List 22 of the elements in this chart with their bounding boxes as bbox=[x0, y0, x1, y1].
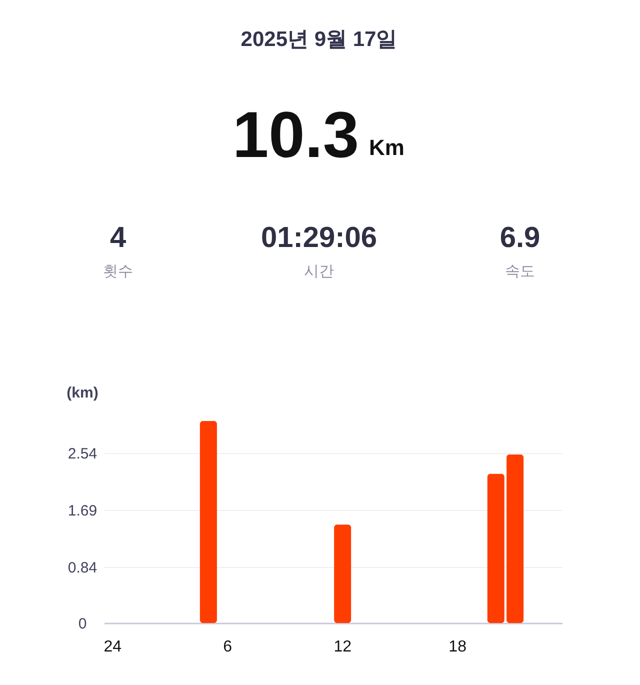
x-tick-label: 24 bbox=[104, 638, 122, 656]
chart-title: 2025년 9월 17일 bbox=[240, 28, 398, 51]
text: 6.9 bbox=[500, 222, 540, 254]
text: 시간 bbox=[304, 263, 334, 280]
y-tick-label: 1.69 bbox=[68, 502, 98, 520]
bar bbox=[200, 421, 217, 623]
text: 10.3 bbox=[232, 98, 359, 171]
y-tick-label: 0.84 bbox=[68, 559, 98, 576]
x-tick-label: 12 bbox=[334, 638, 352, 656]
bar bbox=[506, 454, 524, 623]
x-tick-label: 6 bbox=[223, 638, 232, 656]
y-tick-label: 2.54 bbox=[68, 446, 98, 463]
bar bbox=[487, 474, 504, 623]
bar bbox=[334, 524, 352, 623]
text: 01:29:06 bbox=[260, 222, 378, 254]
text: Km bbox=[369, 135, 404, 160]
text: 4 bbox=[110, 222, 126, 254]
text: 속도 bbox=[505, 263, 535, 280]
x-tick-label: 18 bbox=[448, 638, 467, 656]
y-axis-title: (km) bbox=[66, 384, 98, 402]
text: 횟수 bbox=[103, 263, 133, 280]
y-tick-label: 0 bbox=[78, 616, 87, 632]
